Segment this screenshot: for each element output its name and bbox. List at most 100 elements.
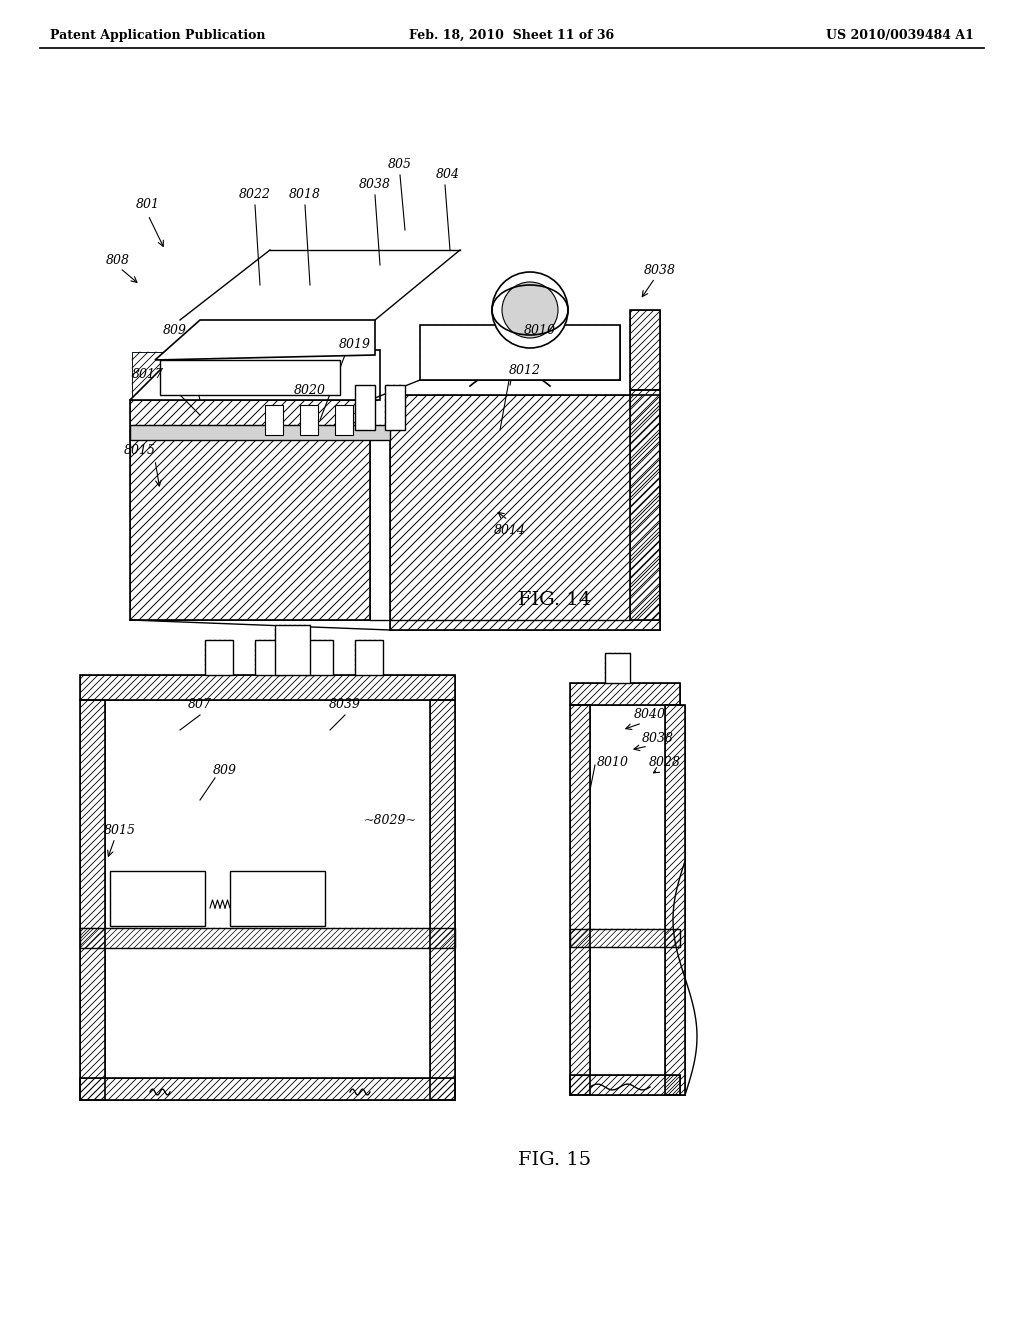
- Bar: [255, 640, 283, 675]
- Bar: [630, 389, 660, 620]
- Bar: [570, 929, 680, 946]
- Bar: [390, 395, 660, 630]
- Bar: [430, 700, 455, 1100]
- Text: 8015: 8015: [124, 444, 156, 457]
- Text: 808: 808: [106, 253, 130, 267]
- Bar: [420, 325, 620, 380]
- Bar: [300, 405, 318, 436]
- Bar: [130, 425, 390, 440]
- Bar: [355, 385, 375, 430]
- Bar: [665, 705, 685, 1096]
- Bar: [80, 928, 455, 948]
- Bar: [570, 1074, 680, 1096]
- Bar: [605, 653, 630, 682]
- Bar: [355, 385, 375, 430]
- Bar: [305, 640, 333, 675]
- Bar: [630, 310, 660, 389]
- Text: 8010: 8010: [597, 755, 629, 768]
- Bar: [130, 400, 370, 620]
- Bar: [255, 640, 283, 675]
- Bar: [630, 389, 660, 620]
- Bar: [205, 640, 233, 675]
- Circle shape: [502, 282, 558, 338]
- Bar: [430, 700, 455, 1100]
- Bar: [630, 310, 660, 389]
- Bar: [665, 705, 685, 1096]
- Bar: [355, 640, 383, 675]
- Text: 8019: 8019: [339, 338, 371, 351]
- Bar: [390, 395, 660, 630]
- Bar: [80, 700, 105, 1100]
- Bar: [230, 871, 325, 927]
- Text: 801: 801: [136, 198, 160, 211]
- Bar: [305, 640, 333, 675]
- Bar: [265, 405, 283, 436]
- Text: 8017: 8017: [132, 368, 164, 381]
- Text: 805: 805: [388, 158, 412, 172]
- Bar: [570, 1074, 680, 1096]
- Bar: [130, 425, 390, 440]
- Bar: [570, 929, 680, 946]
- Text: 807: 807: [188, 698, 212, 711]
- Bar: [80, 928, 455, 948]
- Bar: [570, 682, 680, 705]
- Text: 8028: 8028: [649, 755, 681, 768]
- Text: 8038: 8038: [642, 731, 674, 744]
- Text: 8015: 8015: [104, 824, 136, 837]
- Polygon shape: [130, 350, 380, 400]
- Bar: [420, 325, 620, 380]
- Bar: [355, 385, 375, 430]
- Text: 8010: 8010: [524, 323, 556, 337]
- Text: 8038: 8038: [359, 178, 391, 191]
- Bar: [80, 1078, 455, 1100]
- Bar: [80, 1078, 455, 1100]
- Text: FIG. 14: FIG. 14: [518, 591, 592, 609]
- Bar: [160, 360, 340, 395]
- Text: 8012: 8012: [509, 363, 541, 376]
- Bar: [275, 624, 310, 675]
- Text: 8018: 8018: [289, 189, 321, 202]
- Bar: [80, 675, 455, 700]
- Text: 8040: 8040: [634, 709, 666, 722]
- Bar: [80, 675, 455, 700]
- Bar: [570, 682, 680, 705]
- Text: Feb. 18, 2010  Sheet 11 of 36: Feb. 18, 2010 Sheet 11 of 36: [410, 29, 614, 41]
- Text: 8014: 8014: [494, 524, 526, 536]
- Bar: [570, 705, 590, 1096]
- Text: 8038: 8038: [644, 264, 676, 276]
- Circle shape: [492, 272, 568, 348]
- Bar: [335, 405, 353, 436]
- Bar: [110, 871, 205, 927]
- Text: FIG. 15: FIG. 15: [518, 1151, 592, 1170]
- Bar: [80, 700, 105, 1100]
- Bar: [255, 640, 283, 675]
- Bar: [80, 1078, 455, 1100]
- Bar: [130, 400, 370, 620]
- Polygon shape: [155, 319, 375, 360]
- Bar: [665, 705, 685, 1096]
- Bar: [205, 640, 233, 675]
- Bar: [385, 385, 406, 430]
- Text: Patent Application Publication: Patent Application Publication: [50, 29, 265, 41]
- Bar: [570, 682, 680, 705]
- Bar: [605, 653, 630, 682]
- Bar: [570, 1074, 680, 1096]
- Text: 809: 809: [213, 763, 237, 776]
- Text: ~8029~: ~8029~: [364, 813, 417, 826]
- Bar: [275, 624, 310, 675]
- Bar: [570, 705, 590, 1096]
- Bar: [630, 389, 660, 620]
- Bar: [355, 640, 383, 675]
- Bar: [385, 385, 406, 430]
- Bar: [132, 352, 377, 400]
- Text: US 2010/0039484 A1: US 2010/0039484 A1: [826, 29, 974, 41]
- Bar: [80, 675, 455, 700]
- Text: 809: 809: [163, 323, 187, 337]
- Text: 8020: 8020: [294, 384, 326, 396]
- Bar: [275, 624, 310, 675]
- Bar: [570, 705, 590, 1096]
- Bar: [80, 700, 105, 1100]
- Bar: [205, 640, 233, 675]
- Bar: [385, 385, 406, 430]
- Text: 804: 804: [436, 169, 460, 181]
